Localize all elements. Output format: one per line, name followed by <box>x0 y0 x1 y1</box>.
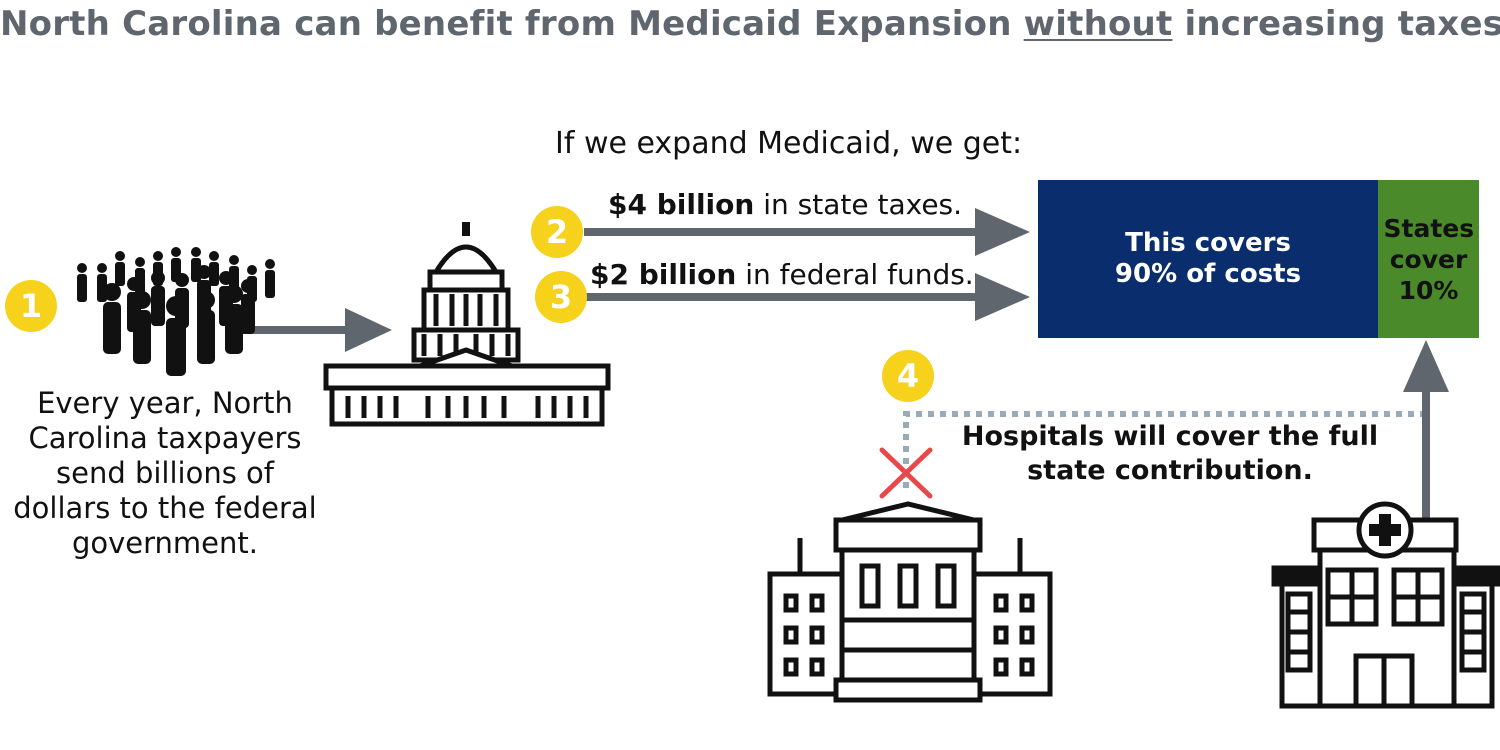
federal-share-text: This covers 90% of costs <box>1114 228 1302 289</box>
arrow-state-taxes <box>584 208 1030 256</box>
title-before: North Carolina can benefit from Medicaid… <box>0 4 1024 44</box>
arrow-taxpayers-to-federal <box>238 308 392 352</box>
step-3-badge: 3 <box>535 271 587 323</box>
title-after: increasing taxes. <box>1172 4 1500 44</box>
arrow-hospital-to-state-share <box>1403 340 1449 520</box>
hospitals-caption: Hospitals will cover the full state cont… <box>961 421 1379 486</box>
state-capitol-icon <box>767 501 1053 703</box>
federal-funds-label: $2 billion in federal funds. <box>590 258 974 291</box>
intro-text: If we expand Medicaid, we get: <box>555 126 1023 161</box>
state-share-box: States cover 10% <box>1378 180 1479 338</box>
taxpayers-caption: Every year, North Carolina taxpayers sen… <box>13 386 317 560</box>
dotted-connector <box>903 411 1422 488</box>
capitol-icon <box>323 222 611 427</box>
arrow-federal-funds <box>584 273 1030 321</box>
state-share-text: States cover 10% <box>1383 213 1475 305</box>
state-taxes-amount: $4 billion <box>608 188 755 221</box>
federal-share-box: This covers 90% of costs <box>1038 180 1378 338</box>
federal-funds-amount: $2 billion <box>590 258 737 291</box>
state-taxes-label: $4 billion in state taxes. <box>608 188 962 221</box>
step-1-badge: 1 <box>5 280 57 332</box>
hospital-icon <box>1271 501 1500 709</box>
state-taxes-desc: in state taxes. <box>754 188 963 221</box>
page-title: North Carolina can benefit from Medicaid… <box>0 4 1500 44</box>
federal-funds-desc: in federal funds. <box>736 258 974 291</box>
step-2-badge: 2 <box>531 206 583 258</box>
title-emphasis: without <box>1023 4 1173 44</box>
cross-mark-icon <box>879 447 933 499</box>
step-4-badge: 4 <box>882 350 934 402</box>
crowd-icon <box>77 247 275 376</box>
